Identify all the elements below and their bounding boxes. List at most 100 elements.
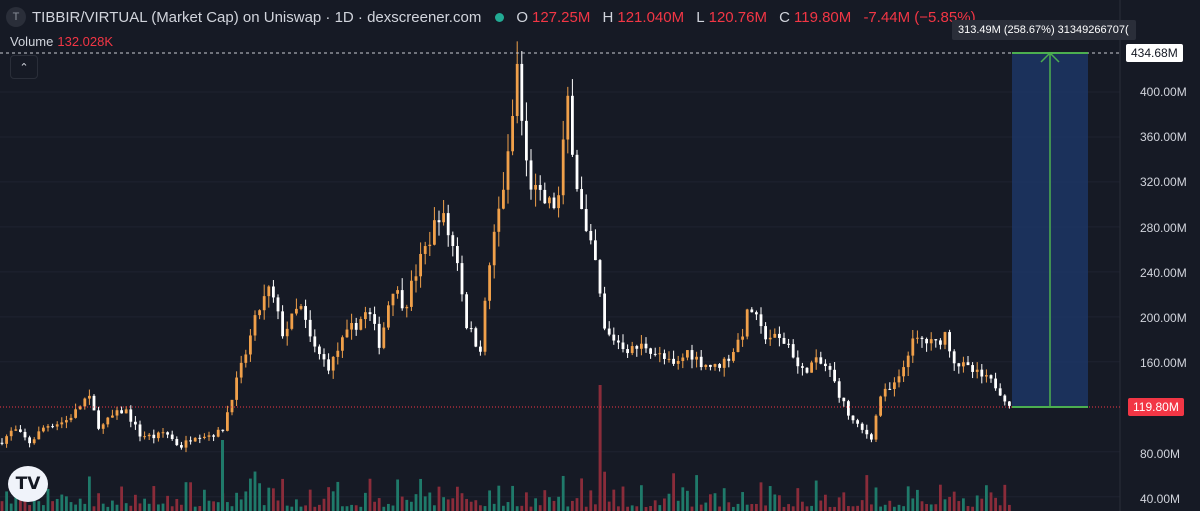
y-tick-label: 360.00M — [1140, 130, 1187, 144]
volume-bar — [175, 499, 179, 511]
volume-bar — [235, 492, 238, 511]
collapse-legend-button[interactable]: ⌃ — [10, 55, 38, 79]
candle-body — [920, 337, 924, 339]
candle-body — [644, 343, 648, 349]
candle-body — [727, 358, 731, 361]
candle-body — [948, 332, 951, 352]
volume-bar — [791, 506, 795, 511]
tradingview-logo: TV — [8, 466, 48, 502]
volume-bar — [5, 491, 8, 511]
candle-body — [207, 435, 211, 437]
candle-body — [106, 417, 110, 425]
volume-bar — [465, 498, 468, 511]
candle-body — [598, 260, 602, 294]
candle-body — [336, 350, 340, 357]
volume-bar — [782, 506, 786, 511]
ohlc-high-value: 121.040M — [617, 8, 685, 26]
symbol-icon: T — [6, 7, 26, 27]
volume-bar — [686, 490, 689, 511]
candle-body — [672, 358, 675, 364]
volume-bar — [253, 471, 257, 511]
candle-body — [28, 437, 31, 444]
candle-body — [299, 306, 303, 309]
volume-bar — [548, 497, 551, 511]
volume-bar — [732, 506, 735, 511]
candle-body — [561, 139, 565, 196]
volume-bar — [506, 502, 510, 511]
volume-bar — [354, 505, 358, 511]
volume-bar — [985, 485, 988, 511]
volume-bar — [92, 506, 96, 511]
candle-body — [216, 429, 220, 437]
volume-bar — [281, 478, 284, 511]
volume-bar — [939, 484, 942, 511]
candle-body — [262, 296, 266, 311]
candle-body — [410, 280, 413, 307]
volume-bar — [216, 502, 220, 511]
volume-bar — [745, 504, 749, 511]
candle-body — [971, 365, 974, 372]
volume-bar — [925, 504, 928, 511]
volume-bar — [824, 494, 827, 511]
volume-bar — [787, 504, 790, 511]
volume-bar — [594, 504, 597, 511]
volume-bar — [957, 501, 961, 511]
candle-body — [134, 421, 137, 425]
chart-title: TIBBIR/VIRTUAL (Market Cap) on Uniswap ·… — [32, 8, 482, 26]
volume-bar — [704, 502, 708, 511]
candle-body — [373, 314, 376, 324]
candle-body — [989, 375, 993, 379]
volume-bar — [893, 506, 896, 511]
volume-bar — [180, 504, 183, 511]
candle-body — [258, 310, 261, 316]
volume-value: 132.028K — [57, 34, 114, 49]
candle-body — [722, 358, 726, 368]
candle-body — [538, 185, 542, 190]
candle-body — [511, 116, 514, 152]
volume-bar — [920, 501, 924, 511]
volume-bar — [911, 498, 915, 511]
volume-bar — [258, 483, 261, 511]
volume-bar — [147, 503, 151, 511]
volume-bar — [865, 475, 869, 511]
volume-bar — [837, 497, 841, 511]
volume-bar — [948, 496, 951, 511]
volume-bar — [676, 500, 680, 511]
candle-body — [897, 376, 901, 383]
volume-bar — [341, 506, 344, 511]
volume-bar — [589, 490, 593, 511]
volume-bar — [971, 506, 974, 511]
volume-bar — [285, 505, 289, 511]
volume-bar — [198, 506, 202, 511]
candle-body — [272, 286, 275, 298]
candle-body — [617, 340, 620, 343]
volume-bar — [479, 505, 482, 511]
volume-bar — [428, 492, 432, 511]
volume-bar — [391, 505, 395, 511]
candle-body — [239, 362, 243, 378]
volume-bar — [796, 488, 800, 511]
y-tick-label: 240.00M — [1140, 266, 1187, 280]
candle-body — [879, 396, 882, 416]
ohlc-low-label: L — [696, 8, 705, 26]
candle-body — [943, 332, 947, 345]
volume-bar — [980, 498, 984, 511]
volume-bar — [534, 498, 537, 511]
volume-bar — [635, 506, 639, 511]
candle-body — [14, 429, 18, 431]
volume-bar — [65, 496, 68, 511]
candle-body — [203, 436, 206, 439]
candle-body — [787, 343, 790, 345]
candle-body — [295, 308, 298, 314]
volume-bar — [83, 503, 87, 511]
volume-bar — [55, 498, 59, 511]
volume-bar — [736, 503, 740, 511]
volume-bar — [143, 498, 146, 511]
volume-bar — [106, 506, 110, 511]
volume-bar — [580, 478, 583, 511]
candle-body — [985, 375, 988, 377]
volume-bar — [640, 485, 643, 511]
candle-body — [856, 420, 859, 424]
volume-bar — [658, 505, 662, 511]
